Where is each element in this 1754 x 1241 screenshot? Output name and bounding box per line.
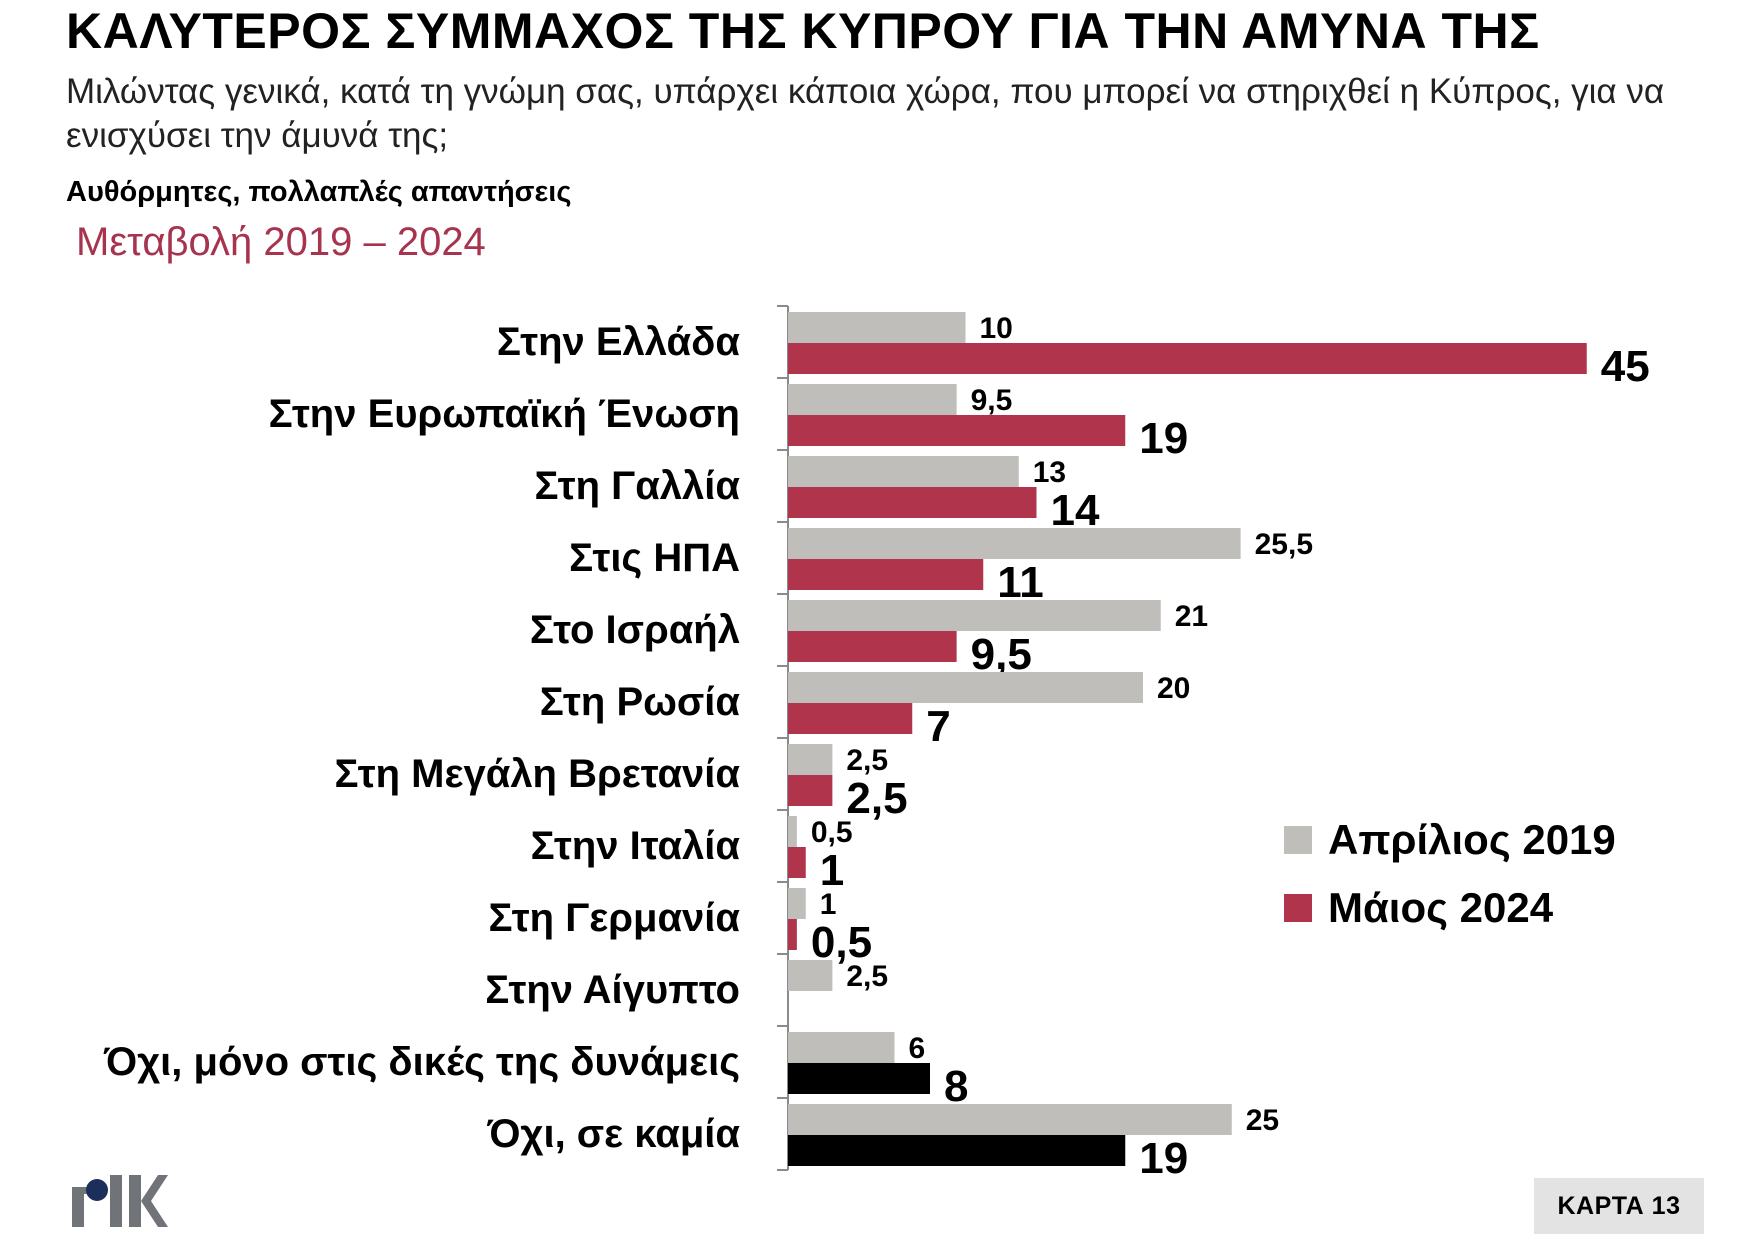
bar-2019 <box>788 816 797 847</box>
bar-2019 <box>788 1104 1232 1135</box>
data-label-2024: 2,5 <box>846 774 907 823</box>
data-label-2024: 19 <box>1139 414 1188 463</box>
legend-item-2019: Απρίλιος 2019 <box>1284 806 1616 874</box>
bar-2019 <box>788 672 1143 703</box>
bar-2024 <box>788 487 1037 518</box>
data-label-2019: 6 <box>909 1032 926 1065</box>
survey-question: Μιλώντας γενικά, κατά τη γνώμη σας, υπάρ… <box>66 72 1665 155</box>
bar-2024 <box>788 919 797 950</box>
data-label-2019: 13 <box>1033 456 1066 489</box>
category-label: Στην Ελλάδα <box>497 320 740 364</box>
data-label-2024: 14 <box>1051 486 1100 535</box>
bar-2019 <box>788 888 806 919</box>
data-label-2024: 0,5 <box>811 918 872 967</box>
legend-item-2024: Μάιος 2024 <box>1284 874 1616 942</box>
legend-label-2019: Απρίλιος 2019 <box>1328 816 1616 863</box>
bar-2024 <box>788 703 913 734</box>
answer-note: Αυθόρμητες, πολλαπλές απαντήσεις <box>66 176 572 208</box>
bar-2019 <box>788 312 966 343</box>
bar-2024 <box>788 631 957 662</box>
data-label-2019: 2,5 <box>846 960 888 993</box>
bar-2024 <box>788 559 984 590</box>
data-label-2019: 20 <box>1157 672 1190 705</box>
bar-2024 <box>788 1135 1126 1166</box>
data-label-2024: 45 <box>1601 342 1650 391</box>
rik-logo <box>72 1175 168 1227</box>
data-label-2024: 11 <box>997 558 1044 607</box>
bar-2019 <box>788 528 1241 559</box>
data-label-2019: 0,5 <box>811 816 853 849</box>
bar-2024 <box>788 775 833 806</box>
data-label-2019: 21 <box>1175 600 1208 633</box>
legend-swatch-2024 <box>1284 894 1312 922</box>
change-period: Μεταβολή 2019 – 2024 <box>76 220 486 264</box>
category-label: Στην Αίγυπτο <box>485 968 740 1012</box>
data-label-2019: 10 <box>980 312 1013 345</box>
category-label: Όχι, σε καμία <box>486 1112 740 1156</box>
data-label-2024: 8 <box>944 1062 968 1111</box>
data-label-2019: 25 <box>1246 1104 1279 1137</box>
bar-2024 <box>788 415 1126 446</box>
chart-legend: Απρίλιος 2019 Μάιος 2024 <box>1284 806 1616 942</box>
data-label-2019: 25,5 <box>1255 528 1313 561</box>
map-number-badge: ΚΑΡΤΑ 13 <box>1534 1178 1704 1234</box>
data-label-2024: 19 <box>1139 1134 1188 1183</box>
bar-2019 <box>788 744 833 775</box>
category-label: Στη Μεγάλη Βρετανία <box>334 752 740 796</box>
page-title: ΚΑΛΥΤΕΡΟΣ ΣΥΜΜΑΧΟΣ ΤΗΣ ΚΥΠΡΟΥ ΓΙΑ ΤΗΝ ΑΜ… <box>66 3 1540 59</box>
bar-2019 <box>788 960 833 991</box>
bar-2024 <box>788 1063 930 1094</box>
bar-2024 <box>788 847 806 878</box>
data-label-2019: 2,5 <box>846 744 888 777</box>
bar-2019 <box>788 384 957 415</box>
category-label: Όχι, μόνο στις δικές της δυνάμεις <box>103 1040 740 1084</box>
bar-2024 <box>788 343 1587 374</box>
category-label: Στις ΗΠΑ <box>569 536 740 580</box>
category-label: Στη Γαλλία <box>534 464 740 508</box>
data-label-2024: 1 <box>820 846 844 895</box>
legend-swatch-2019 <box>1284 826 1312 854</box>
data-label-2019: 1 <box>820 888 837 921</box>
bar-2019 <box>788 1032 895 1063</box>
bar-2019 <box>788 456 1019 487</box>
category-label: Στην Ιταλία <box>531 824 741 868</box>
category-label: Στη Ρωσία <box>540 680 741 724</box>
data-label-2019: 9,5 <box>971 384 1013 417</box>
bar-2019 <box>788 600 1161 631</box>
category-label: Στην Ευρωπαϊκή Ένωση <box>269 392 740 436</box>
category-label: Στο Ισραήλ <box>530 608 740 652</box>
legend-label-2024: Μάιος 2024 <box>1328 884 1554 931</box>
data-label-2024: 9,5 <box>971 630 1032 679</box>
data-label-2024: 7 <box>926 702 950 751</box>
category-label: Στη Γερμανία <box>488 896 740 940</box>
